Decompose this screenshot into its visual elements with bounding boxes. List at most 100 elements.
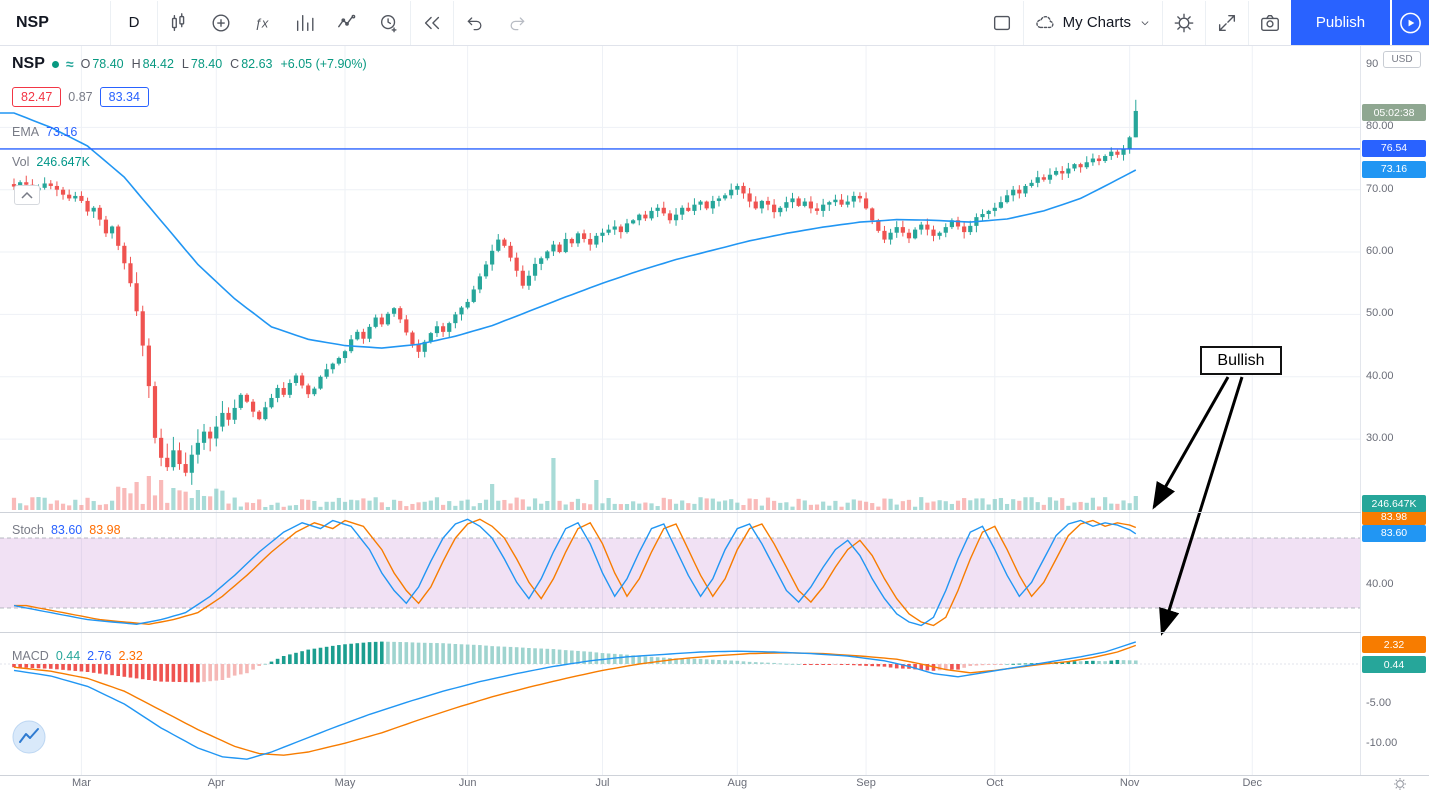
pane-separator[interactable] (0, 512, 1429, 513)
pane-separator[interactable] (0, 632, 1429, 633)
ask-price[interactable]: 83.34 (99, 87, 149, 107)
axis-label: 40.00 (1366, 577, 1394, 590)
level-line-badge: 76.54 (1362, 139, 1426, 157)
stoch-legend[interactable]: Stoch 83.60 83.98 (12, 523, 121, 537)
month-label: Mar (71, 777, 91, 789)
top-toolbar: NSP D ƒx (0, 0, 1429, 46)
stoch-d-value: 83.98 (89, 523, 121, 537)
ema-badge: 73.16 (1362, 160, 1426, 178)
stoch-k-line (13, 518, 1137, 627)
stoch-d-badge: 83.98 (1362, 508, 1426, 525)
price-scale-separator (1360, 45, 1361, 775)
chart-area: NSP ≈ O 78.40 H 84.42 L 78.40 C 82.63 +6.05 … (0, 45, 1360, 775)
toolbar-separator (1205, 0, 1206, 45)
publish-play-icon[interactable] (1392, 0, 1429, 45)
axis-label: 70.00 (1366, 182, 1394, 195)
axis-label: 50.00 (1366, 307, 1394, 320)
volume-bars (11, 458, 1138, 510)
my-charts-label: My Charts (1062, 14, 1131, 31)
annotation-arrows (1152, 376, 1244, 636)
bullish-annotation[interactable]: Bullish (1200, 346, 1282, 375)
volume-value: 246.647K (36, 155, 90, 169)
macd-hist-badge: 0.44 (1362, 656, 1426, 674)
stoch-band (0, 537, 1360, 608)
toolbar-separator (157, 0, 158, 45)
symbol-legend: NSP ≈ O 78.40 H 84.42 L 78.40 C 82.63 +6.05 … (12, 55, 373, 73)
volume-badge: 246.647K (1362, 495, 1426, 512)
macd-histogram (12, 641, 1138, 683)
scale-settings-gear-icon[interactable] (1392, 776, 1408, 797)
axis-label: 40.00 (1366, 369, 1394, 382)
chevron-down-icon (1141, 20, 1149, 25)
price-scale[interactable]: 90 80.00 70.00 60.00 50.00 40.00 30.00 40.00 -5.… (1361, 45, 1429, 775)
month-label: Sep (856, 777, 876, 789)
candles (11, 99, 1138, 485)
chart-style-icon[interactable] (158, 1, 200, 45)
bid-ask-row: 82.47 0.87 83.34 (12, 87, 149, 107)
publish-button[interactable]: Publish (1291, 0, 1390, 45)
templates-icon[interactable] (284, 1, 326, 45)
macd-signal-line (13, 644, 1137, 756)
interval-button[interactable]: D (111, 1, 157, 45)
macd-hist-value: 0.44 (55, 649, 81, 663)
month-label: May (334, 777, 356, 789)
camera-icon[interactable] (1249, 1, 1291, 45)
my-charts-button[interactable]: My Charts (1024, 1, 1162, 45)
legend-symbol: NSP (12, 55, 45, 72)
volume-legend[interactable]: Vol 246.647K (12, 155, 90, 169)
spread-value: 0.87 (68, 90, 93, 104)
stoch-k-value: 83.60 (50, 523, 83, 537)
toolbar-separator (1248, 0, 1249, 45)
toolbar-separator (1022, 0, 1024, 45)
ohlc-values: O 78.40 H 84.42 L 78.40 C 82.63 +6.05 (+7.90… (80, 57, 367, 71)
replay-icon[interactable] (411, 1, 453, 45)
redo-icon[interactable] (496, 1, 538, 45)
collapse-indicator-button[interactable] (14, 185, 40, 205)
month-label: Aug (727, 777, 748, 789)
month-label: Apr (207, 777, 225, 789)
alert-icon[interactable] (368, 1, 410, 45)
month-label: Nov (1119, 777, 1140, 789)
macd-legend[interactable]: MACD 0.44 2.76 2.32 (12, 649, 143, 663)
macd-signal-value: 2.32 (118, 649, 143, 663)
forecast-icon[interactable] (326, 1, 368, 45)
axis-label: 90 (1366, 58, 1379, 70)
indicators-icon[interactable]: ƒx (242, 1, 284, 45)
chart-canvas[interactable] (0, 45, 1360, 775)
month-label: Oct (986, 777, 1004, 789)
toolbar-separator (453, 0, 454, 45)
toolbar-separator (410, 0, 411, 45)
ema-line (0, 112, 1137, 349)
axis-label: 60.00 (1366, 245, 1394, 258)
axis-label: 80.00 (1366, 120, 1394, 133)
data-mode-icon: ≈ (65, 56, 74, 72)
macd-line-value: 2.76 (87, 649, 112, 663)
layout-icon[interactable] (981, 1, 1023, 45)
cloud-icon (1035, 15, 1054, 28)
compare-icon[interactable] (200, 1, 242, 45)
toolbar-separator (110, 0, 111, 45)
currency-badge[interactable]: USD (1383, 51, 1421, 68)
ideas-bubble-icon[interactable] (10, 718, 48, 761)
ema-legend[interactable]: EMA 73.16 (12, 125, 78, 139)
stoch-k-badge: 83.60 (1362, 524, 1426, 542)
toolbar-separator (1162, 0, 1163, 45)
axis-label: -10.00 (1366, 737, 1398, 749)
settings-gear-icon[interactable] (1163, 1, 1205, 45)
macd-signal-badge: 2.32 (1362, 636, 1426, 654)
symbol-button[interactable]: NSP (0, 1, 110, 45)
stoch-d-line (14, 518, 1137, 627)
undo-icon[interactable] (454, 1, 496, 45)
time-scale[interactable]: Mar Apr May Jun Jul Aug Sep Oct Nov Dec (0, 775, 1429, 791)
change-value: +6.05 (+7.90%) (280, 57, 367, 71)
macd-line (13, 641, 1137, 760)
fullscreen-icon[interactable] (1206, 1, 1248, 45)
month-label: Dec (1242, 777, 1263, 789)
bid-price[interactable]: 82.47 (12, 87, 62, 107)
axis-label: 30.00 (1366, 432, 1394, 445)
market-status-dot-icon (51, 60, 59, 68)
countdown-badge: 05:02:38 (1362, 104, 1426, 121)
ema-value: 73.16 (46, 125, 78, 139)
month-label: Jun (458, 777, 477, 789)
month-label: Jul (595, 777, 610, 789)
